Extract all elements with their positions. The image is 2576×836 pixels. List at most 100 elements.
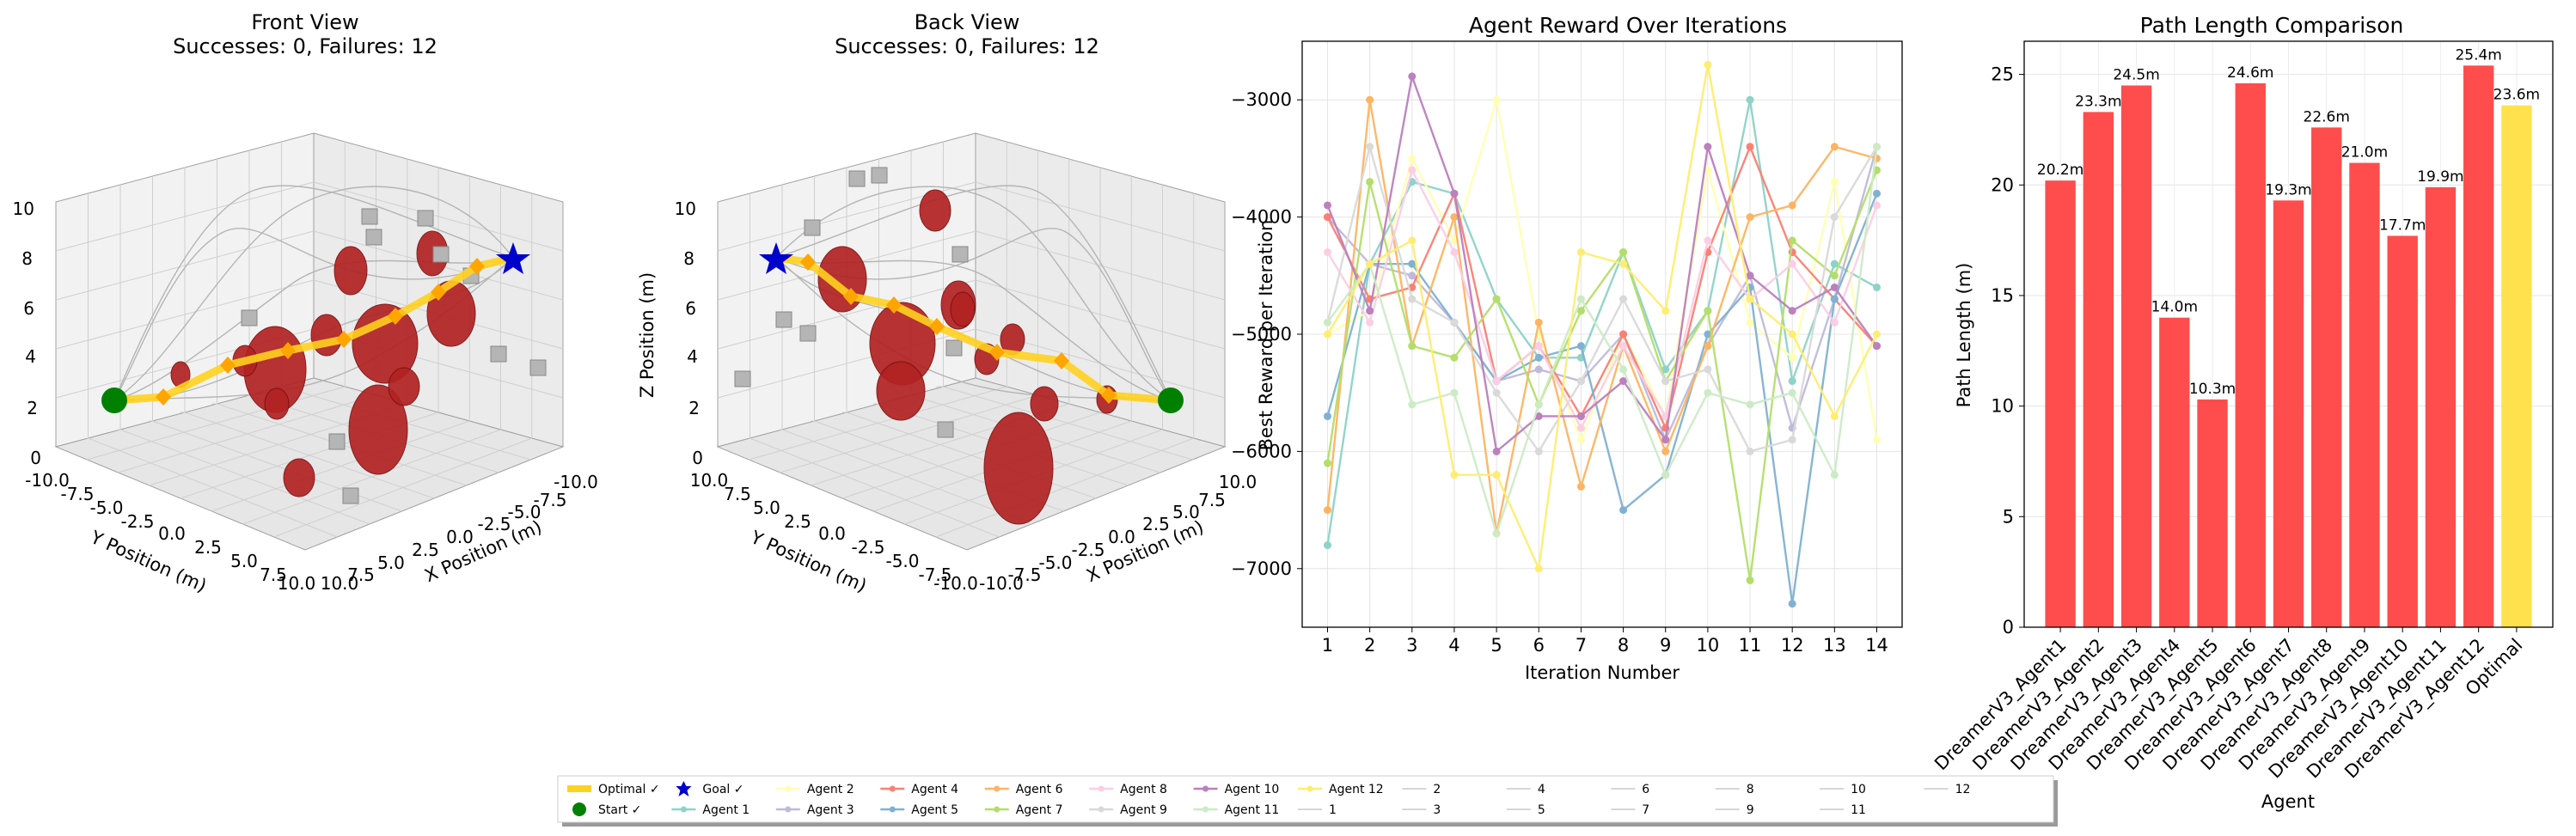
reward-data-point [1450,213,1459,222]
bar-value-label: 25.4m [2455,46,2501,64]
reward-data-point [1830,259,1839,268]
front-ztick: 2 [27,398,38,418]
reward-data-point [1788,201,1796,210]
reward-data-point [1492,377,1501,386]
reward-xtick-label: 2 [1364,635,1375,656]
legend-item: 5 [1506,803,1545,817]
reward-data-point [1323,412,1331,420]
reward-data-point [1788,330,1796,339]
bar-x-ticks: DreamerV3_Agent1DreamerV3_Agent2DreamerV… [1930,627,2526,783]
bar-ytick-label: 25 [1991,64,2014,85]
back-z-axis-label: Z Position (m) [637,272,658,398]
reward-chart-title: Agent Reward Over Iterations [1469,13,1787,38]
reward-data-point [1534,365,1543,374]
reward-xtick-label: 4 [1448,635,1459,656]
reward-series-line [1326,99,1877,534]
back-obstacle-box [937,421,954,438]
front-waypoint-marker [431,284,446,301]
bar-value-label: 23.6m [2493,87,2540,104]
bar-value-label: 21.0m [2341,144,2388,162]
reward-data-point [1366,318,1374,326]
reward-data-point [1830,412,1839,420]
front-agent-path [113,228,514,401]
reward-data-point [1873,201,1882,210]
reward-series-line [1326,64,1878,573]
front-ytick: -2.5 [120,511,154,532]
front-xtick: 5.0 [377,552,405,573]
reward-data-point [1619,330,1628,339]
back-start-marker [1158,387,1184,413]
reward-data-point [1492,295,1501,303]
back-xtick: 5.0 [1172,502,1200,522]
reward-data-point [1704,365,1712,374]
back-gridline [975,230,1226,301]
reward-data-point [1450,471,1459,479]
reward-data-point [1366,259,1374,268]
legend-item: Agent 3 [775,803,854,817]
legend: Optimal ✓ Start ✓ Goal ✓ Agent 1 Agent 2 Agen… [557,775,2058,827]
reward-series-line [1326,143,1878,431]
front-xtick: 10.0 [321,573,359,594]
reward-data-point [1873,283,1882,291]
reward-data-point [1492,447,1501,455]
legend-item: Agent 1 [671,803,750,817]
legend-label: Agent 12 [1329,783,1384,796]
bar-ytick-label: 20 [1991,174,2014,195]
reward-data-point [1408,342,1416,351]
front-obstacle-sphere [264,387,290,420]
reward-data-point [1619,342,1628,351]
back-gridline [935,437,1194,538]
legend-label: 4 [1538,783,1545,796]
reward-data-point [1746,400,1754,409]
reward-data-point [1534,353,1543,362]
legend-item: Start ✓ [572,802,641,817]
bar [2045,180,2076,627]
reward-data-point [1746,95,1754,104]
reward-series-10 [1323,72,1882,455]
back-view-title: Back View [915,10,1020,34]
back-xtick: -7.5 [1007,564,1041,585]
reward-data-point [1450,248,1459,257]
back-xtick: 2.5 [1142,514,1170,534]
reward-data-point [1788,236,1796,245]
legend-item: Agent 2 [775,783,854,796]
reward-data-point [1534,564,1543,573]
back-agent-path [775,228,1172,401]
reward-data-point [1534,400,1543,409]
reward-data-point [1534,342,1543,351]
front-obstacle-sphere [283,458,315,497]
front-gridline [184,412,435,499]
reward-xtick-label: 8 [1618,635,1629,656]
front-view-title: Front View [251,10,358,34]
reward-data-point [1704,388,1712,397]
front-obstacle-box [342,487,359,504]
legend-label: Agent 6 [1016,783,1063,796]
reward-data-point [1873,330,1882,339]
reward-data-point [1661,471,1670,479]
reward-data-point [1704,307,1712,315]
back-ytick: -10.0 [933,573,978,594]
legend-swatch-marker [994,785,1000,792]
front-gridline [242,429,501,525]
bar-value-label: 19.9m [2417,168,2463,186]
reward-data-point [1619,377,1628,386]
back-view-panel: Back View Successes: 0, Failures: 12 0 2… [637,10,1257,596]
legend-item: Agent 7 [984,803,1063,817]
reward-data-point [1408,272,1416,280]
bar-value-label: 10.3m [2189,381,2236,398]
bar [2463,65,2494,627]
reward-data-point [1830,318,1839,326]
legend-item: 3 [1402,803,1441,817]
legend-item: Optimal ✓ [567,783,660,796]
front-obstacle-box [328,433,346,450]
path-length-chart-title: Path Length Comparison [2140,13,2404,38]
legend-item: Agent 5 [880,803,958,817]
reward-data-point [1704,143,1712,151]
reward-data-point [1534,412,1543,420]
bar-y-axis-label: Path Length (m) [1954,263,1974,408]
bar-value-label: 19.3m [2265,181,2311,198]
bar-ytick-label: 10 [1991,396,2014,417]
front-ytick: 7.5 [260,564,287,585]
reward-series-line [1326,142,1878,454]
reward-data-point [1661,447,1670,455]
